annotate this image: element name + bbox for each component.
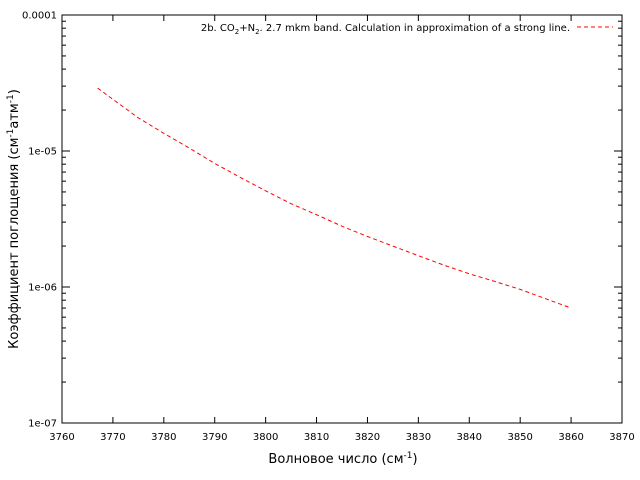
legend: 2b. CO2+N2. 2.7 mkm band. Calculation in… <box>201 23 613 36</box>
x-tick-label: 3820 <box>355 432 380 443</box>
series-line <box>97 87 572 309</box>
axis-tick-labels: 3760 3770 3780 3790 3800 3810 3820 3830 3840 3850… <box>22 11 635 444</box>
y-tick-label: 1e-06 <box>28 283 57 294</box>
x-tick-label: 3830 <box>406 432 431 443</box>
x-tick-label: 3870 <box>609 432 634 443</box>
y-axis-title: Коэффициент поглощения (см-1атм-1) <box>6 89 22 349</box>
series-layer <box>97 87 572 309</box>
y-tick-label: 1e-05 <box>28 147 57 158</box>
x-tick-label: 3860 <box>558 432 583 443</box>
y-tick-label: 0.0001 <box>22 11 57 22</box>
x-axis-title: Волновое число (см-1) <box>268 451 417 467</box>
x-tick-label: 3840 <box>457 432 482 443</box>
x-tick-label: 3810 <box>304 432 329 443</box>
axis-ticks <box>61 14 623 424</box>
x-tick-label: 3770 <box>100 432 125 443</box>
legend-label: 2b. CO2+N2. 2.7 mkm band. Calculation in… <box>201 23 570 36</box>
plot-frame <box>61 14 623 424</box>
x-tick-label: 3780 <box>151 432 176 443</box>
x-tick-label: 3800 <box>253 432 278 443</box>
y-tick-label: 1e-07 <box>28 419 57 430</box>
x-tick-label: 3790 <box>202 432 227 443</box>
x-tick-label: 3760 <box>49 432 74 443</box>
x-tick-label: 3850 <box>507 432 532 443</box>
